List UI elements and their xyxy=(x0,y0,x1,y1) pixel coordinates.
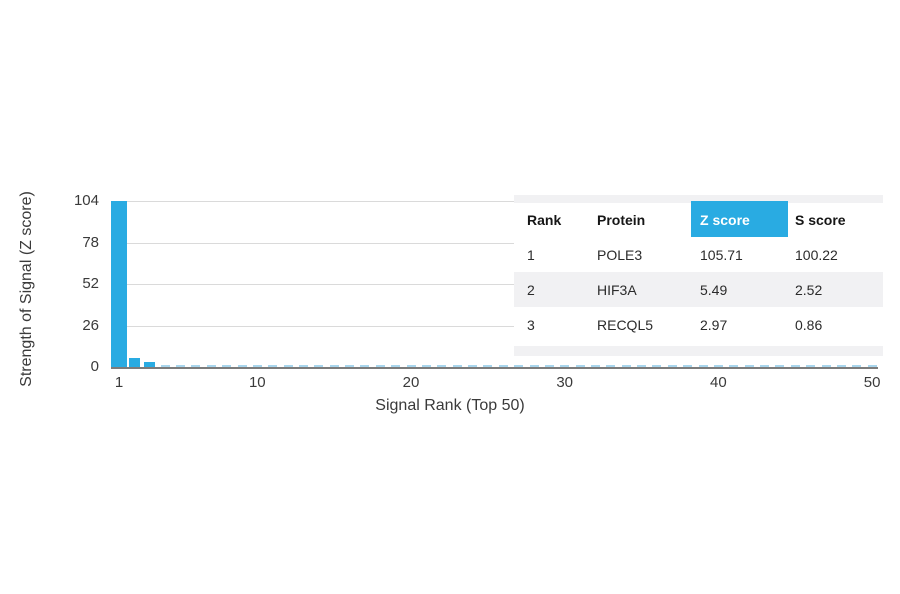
bar-rank-39 xyxy=(698,365,708,367)
bar-rank-19 xyxy=(391,365,401,367)
bar-rank-1 xyxy=(111,201,127,367)
bar-rank-14 xyxy=(314,365,324,367)
gridline-78 xyxy=(111,242,878,244)
bar-rank-34 xyxy=(621,365,631,367)
bar-rank-15 xyxy=(329,365,339,367)
bar-rank-25 xyxy=(483,365,493,367)
x-tick-label-20: 20 xyxy=(402,374,420,391)
bar-rank-10 xyxy=(252,365,262,367)
bar-rank-12 xyxy=(283,365,293,367)
cell-z-score: 5.49 xyxy=(700,281,728,298)
cell-z-score: 2.97 xyxy=(700,316,728,333)
table-bottom-gap xyxy=(514,342,883,346)
table-header-row: Rank Protein Z score S score xyxy=(514,201,883,238)
bar-rank-33 xyxy=(606,365,616,367)
bar-rank-16 xyxy=(345,365,354,367)
gridline-26 xyxy=(111,325,878,327)
bar-rank-7 xyxy=(206,365,216,367)
y-tick-label-26: 26 xyxy=(82,316,99,334)
bar-rank-2 xyxy=(128,358,140,367)
z-score-highlight xyxy=(691,201,788,238)
y-axis-title: Strength of Signal (Z score) xyxy=(18,191,35,387)
bar-rank-49 xyxy=(852,365,862,367)
cell-rank: 1 xyxy=(527,246,535,263)
bar-rank-38 xyxy=(683,365,693,367)
bar-rank-27 xyxy=(514,365,524,367)
table-top-sliver xyxy=(514,195,883,203)
score-table: Rank Protein Z score S score 1 POLE3 105.71 100… xyxy=(514,195,883,356)
bar-rank-13 xyxy=(298,365,308,367)
bar-rank-21 xyxy=(421,365,431,367)
bar-rank-8 xyxy=(222,365,232,367)
x-tick-label-50: 50 xyxy=(863,374,881,391)
table-bottom-sliver xyxy=(514,346,883,356)
header-z-score[interactable]: Z score xyxy=(700,212,750,228)
gridline-104 xyxy=(111,201,878,202)
table-row-2: 2 HIF3A 5.49 2.52 xyxy=(514,272,883,307)
bar-rank-11 xyxy=(268,365,278,367)
y-tick-label-52: 52 xyxy=(82,275,99,292)
cell-rank: 3 xyxy=(527,316,535,333)
bar-rank-4 xyxy=(160,364,170,367)
bar-rank-23 xyxy=(452,365,462,367)
bar-rank-37 xyxy=(667,365,677,367)
bar-rank-50 xyxy=(867,365,877,367)
bar-rank-24 xyxy=(468,365,477,367)
cell-protein: HIF3A xyxy=(597,281,637,298)
x-axis-line xyxy=(111,367,878,369)
bar-rank-36 xyxy=(652,365,662,367)
cell-s-score: 0.86 xyxy=(795,316,823,333)
bar-rank-29 xyxy=(544,365,554,367)
x-tick-label-10: 10 xyxy=(248,374,266,391)
header-s-score: S score xyxy=(795,212,846,228)
x-tick-label-1: 1 xyxy=(114,374,124,391)
bar-rank-26 xyxy=(498,365,508,367)
gridline-52 xyxy=(111,284,878,285)
bar-rank-45 xyxy=(790,365,800,367)
bar-rank-17 xyxy=(360,365,370,367)
bar-rank-41 xyxy=(729,365,739,367)
y-tick-label-78: 78 xyxy=(82,233,99,251)
cell-z-score: 105.71 xyxy=(700,246,743,263)
table-row-1: 1 POLE3 105.71 100.22 xyxy=(514,237,883,272)
cell-s-score: 100.22 xyxy=(795,246,838,263)
cell-rank: 2 xyxy=(527,281,535,298)
bar-rank-44 xyxy=(775,365,785,367)
bar-rank-22 xyxy=(437,365,447,367)
x-tick-label-30: 30 xyxy=(556,374,574,391)
bar-rank-40 xyxy=(713,365,723,367)
bar-rank-6 xyxy=(191,364,201,367)
bar-rank-43 xyxy=(760,365,769,367)
cell-protein: RECQL5 xyxy=(597,316,654,333)
bar-rank-47 xyxy=(821,365,831,367)
table-row-3: 3 RECQL5 2.97 0.86 xyxy=(514,307,883,342)
bar-rank-5 xyxy=(176,364,185,367)
bar-rank-18 xyxy=(375,365,385,367)
bar-rank-46 xyxy=(806,365,816,367)
bar-rank-9 xyxy=(237,365,247,367)
header-protein: Protein xyxy=(597,212,646,228)
bar-rank-31 xyxy=(575,365,585,367)
bar-rank-42 xyxy=(744,365,754,367)
bar-rank-28 xyxy=(529,365,539,367)
bar-rank-3 xyxy=(144,362,156,367)
x-axis-title: Signal Rank (Top 50) xyxy=(375,397,525,414)
bar-rank-32 xyxy=(591,365,600,367)
bar-rank-20 xyxy=(406,365,416,367)
bar-rank-30 xyxy=(560,365,570,367)
header-rank: Rank xyxy=(527,212,562,228)
y-tick-label-104: 104 xyxy=(73,192,99,209)
cell-s-score: 2.52 xyxy=(795,281,823,298)
y-tick-label-0: 0 xyxy=(90,358,99,375)
bar-rank-48 xyxy=(836,365,846,367)
bar-rank-35 xyxy=(637,365,647,367)
cell-protein: POLE3 xyxy=(597,246,643,263)
x-tick-label-40: 40 xyxy=(710,374,727,391)
